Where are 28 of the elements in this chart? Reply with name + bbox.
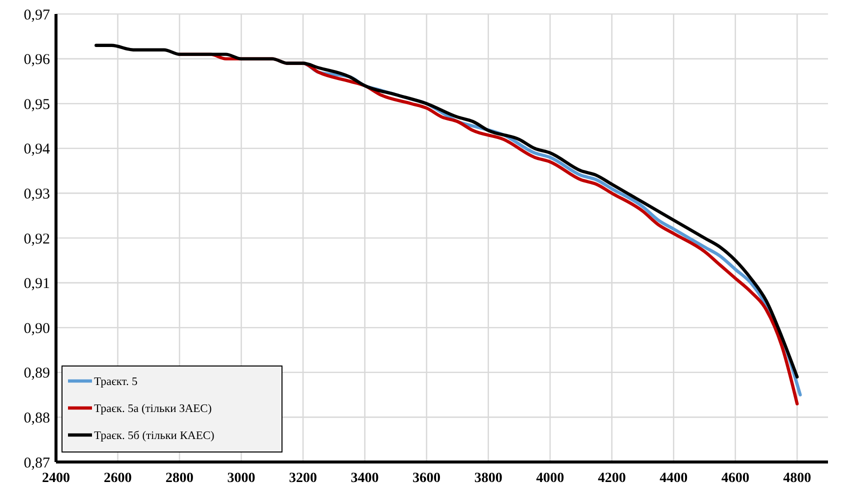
x-tick-label: 2800 <box>166 471 194 486</box>
y-tick-label: 0,97 <box>24 7 50 24</box>
y-tick-label: 0,90 <box>24 320 50 337</box>
y-tick-label: 0,87 <box>24 455 50 472</box>
x-tick-label: 3800 <box>474 471 502 486</box>
legend-label: Траєк. 5б (тільки КАЕС) <box>94 430 215 442</box>
x-tick-label: 3400 <box>350 471 379 486</box>
y-tick-label: 0,94 <box>24 142 50 158</box>
legend-label: Траєк. 5а (тільки ЗАЕС) <box>94 403 212 416</box>
x-tick-label: 2400 <box>42 471 70 486</box>
y-tick-label: 0,92 <box>24 231 50 248</box>
line-series <box>94 44 799 378</box>
y-tick-label: 0,89 <box>24 366 50 382</box>
x-tick-label: 4000 <box>536 471 564 486</box>
legend-label: Траєкт. 5 <box>94 376 138 388</box>
x-tick-label: 2600 <box>104 471 132 486</box>
y-tick-label: 0,91 <box>24 276 50 292</box>
x-tick-label: 4400 <box>660 471 688 486</box>
y-tick-label: 0,88 <box>24 410 50 426</box>
x-tick-label: 4600 <box>721 471 750 486</box>
x-tick-label: 4800 <box>783 471 812 486</box>
x-tick-label: 3600 <box>412 471 441 486</box>
x-tick-label: 4200 <box>598 471 626 486</box>
y-tick-label: 0,96 <box>24 52 50 68</box>
y-tick-label: 0,93 <box>24 186 50 202</box>
x-tick-label: 3200 <box>289 471 318 486</box>
x-tick-label: 3000 <box>227 471 256 486</box>
y-tick-label: 0,95 <box>24 96 50 113</box>
